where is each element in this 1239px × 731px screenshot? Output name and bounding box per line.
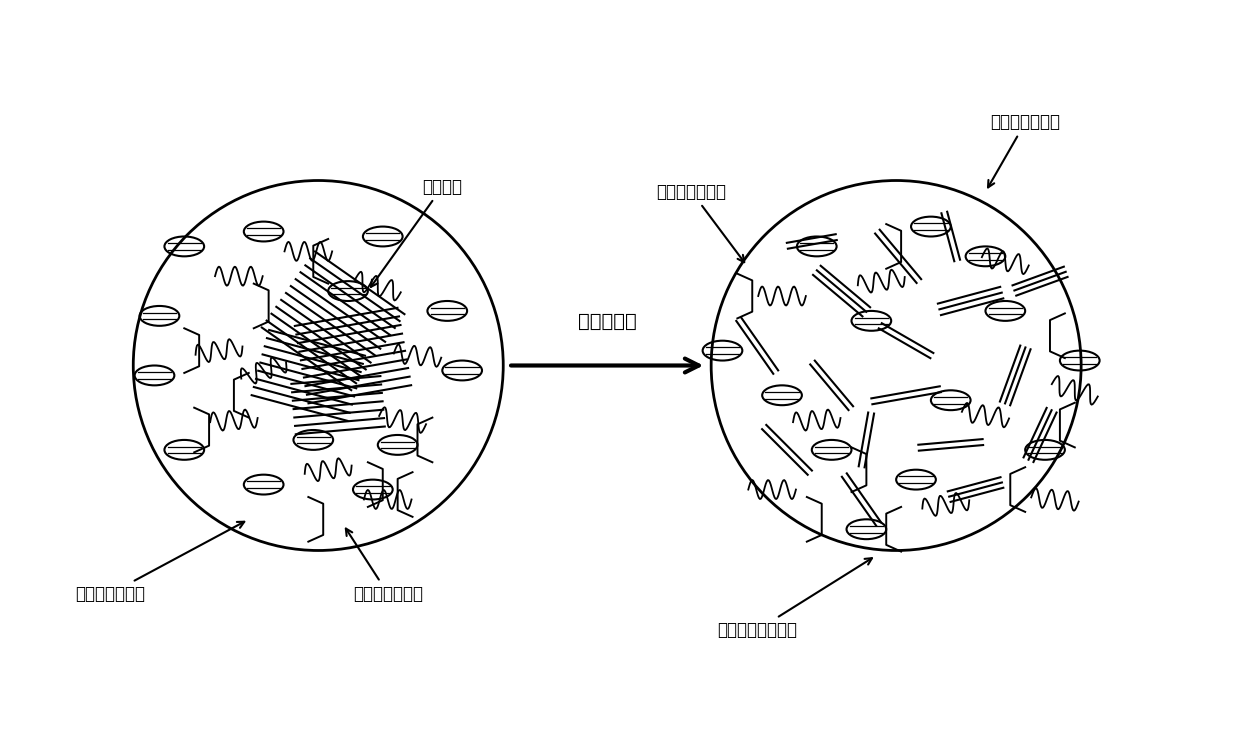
- Text: 阴离子型分散剂: 阴离子型分散剂: [657, 183, 745, 262]
- Text: 非离子型分散剂: 非离子型分散剂: [987, 113, 1061, 187]
- Text: 膨胀石墨: 膨胀石墨: [370, 178, 462, 287]
- Text: 单层或少层石墨烯: 单层或少层石墨烯: [717, 558, 872, 639]
- Text: 非离子型分散剂: 非离子型分散剂: [346, 529, 422, 603]
- Text: 阴离子型分散剂: 阴离子型分散剂: [76, 522, 244, 603]
- Text: 高剪切解理: 高剪切解理: [577, 311, 637, 330]
